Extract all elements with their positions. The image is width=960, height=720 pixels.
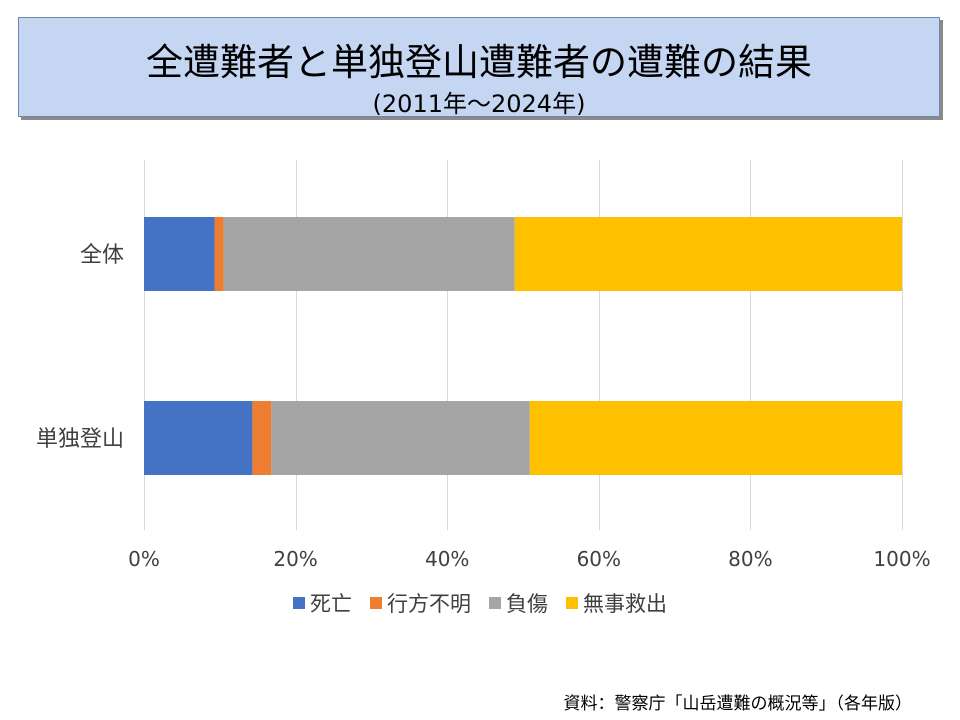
bar-segment — [271, 401, 530, 475]
legend-swatch — [370, 597, 382, 609]
bar-segment — [529, 401, 902, 475]
legend-label: 死亡 — [310, 592, 352, 616]
bar-segment — [252, 401, 272, 475]
chart-title: 全遭難者と単独登山遭難者の遭難の結果 — [146, 41, 812, 84]
bar-segment — [144, 401, 253, 475]
bar-segment — [223, 217, 515, 291]
category-label: 全体 — [80, 243, 124, 268]
legend-item: 無事救出 — [566, 588, 667, 618]
category-label: 単独登山 — [36, 427, 124, 452]
x-tick-label: 20% — [273, 547, 317, 571]
x-tick-label: 0% — [128, 547, 160, 571]
bar-segment — [514, 217, 902, 291]
x-tick-label: 40% — [425, 547, 469, 571]
x-tick-label: 100% — [873, 547, 930, 571]
legend-label: 行方不明 — [387, 592, 471, 616]
legend-swatch — [293, 597, 305, 609]
legend-label: 無事救出 — [583, 592, 667, 616]
legend-item: 死亡 — [293, 588, 352, 618]
legend-swatch — [489, 597, 501, 609]
chart-subtitle: (2011年～2024年) — [372, 90, 586, 118]
legend-label: 負傷 — [506, 592, 548, 616]
legend-swatch — [566, 597, 578, 609]
chart-legend: 死亡 行方不明 負傷 無事救出 — [0, 588, 960, 618]
bar-segment — [144, 217, 215, 291]
bar-segment — [214, 217, 224, 291]
x-tick-label: 60% — [577, 547, 621, 571]
legend-item: 負傷 — [489, 588, 548, 618]
title-banner: 全遭難者と単独登山遭難者の遭難の結果 (2011年～2024年) — [18, 17, 940, 118]
source-note: 資料：警察庁「山岳遭難の概況等」（各年版） — [563, 694, 913, 714]
x-tick-label: 80% — [728, 547, 772, 571]
legend-item: 行方不明 — [370, 588, 471, 618]
